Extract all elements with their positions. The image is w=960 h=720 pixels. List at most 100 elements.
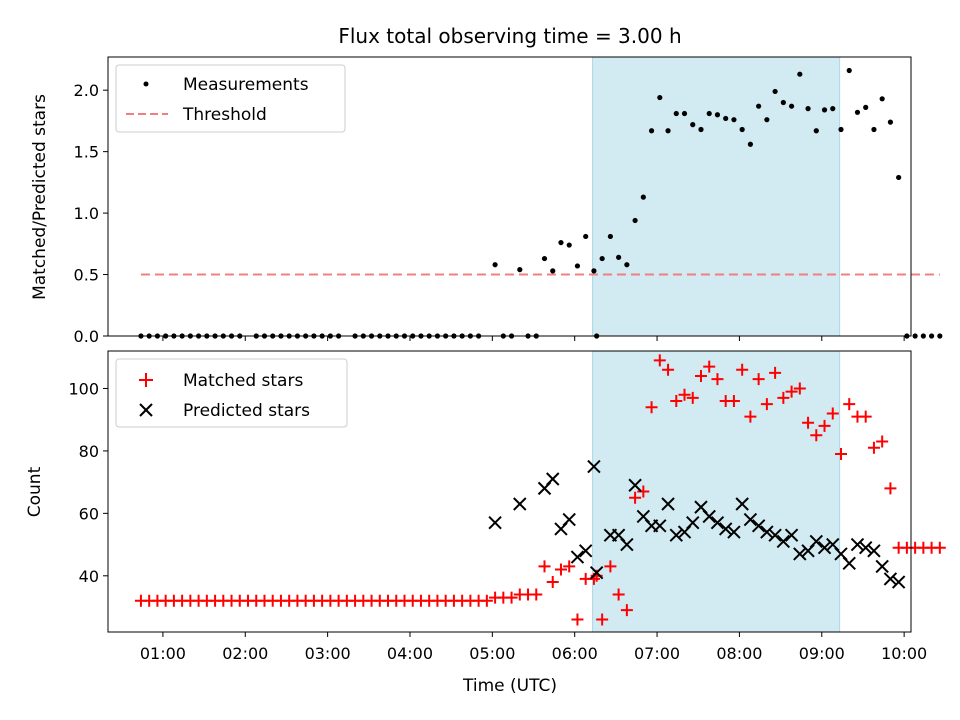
measurement-point: [583, 233, 589, 240]
matched-star-point: [620, 604, 633, 617]
matched-star-point: [670, 394, 683, 407]
measurement-point: [920, 333, 926, 339]
measurement-point: [830, 106, 836, 112]
measurement-point: [616, 254, 622, 260]
measurement-point: [599, 255, 605, 262]
bottom-y-tick-label: 60: [79, 504, 99, 523]
matched-star-point: [818, 419, 831, 432]
bottom-legend-box: [115, 358, 348, 428]
matched-star-point: [760, 398, 773, 411]
matched-star-point: [834, 448, 847, 461]
predicted-star-point: [710, 516, 725, 530]
matched-star-point: [612, 588, 625, 601]
bottom-series-predicted-stars: [488, 459, 906, 589]
x-tick-label: 03:00: [305, 644, 351, 663]
bottom-data-layer: [134, 354, 946, 626]
measurement-point: [673, 110, 679, 117]
predicted-star-point: [669, 528, 683, 542]
predicted-star-point: [661, 497, 675, 511]
predicted-star-point: [587, 459, 601, 474]
bottom-tick-layer: 40 60 80 100 01:00 02:00 03:00 04:00 05:00 06:00 0…: [68, 379, 927, 663]
measurement-point: [764, 117, 770, 123]
predicted-star-point: [718, 522, 733, 536]
measurement-point: [648, 128, 655, 134]
matched-star-point: [785, 385, 798, 398]
matched-star-point: [867, 441, 880, 454]
measurement-point: [657, 94, 663, 101]
matched-star-point: [769, 366, 782, 379]
matched-star-point: [694, 369, 707, 382]
legend-predicted-label: Predicted stars: [183, 401, 310, 421]
matched-star-point: [653, 354, 666, 367]
matched-star-point: [538, 560, 551, 573]
bottom-series-matched-stars: [134, 354, 946, 626]
measurement-point: [624, 262, 630, 268]
measurement-point: [937, 333, 943, 339]
top-series-measurements: [138, 67, 943, 339]
measurement-point: [797, 71, 803, 77]
measurement-point: [723, 115, 729, 122]
measurement-point: [714, 112, 721, 118]
top-data-layer: [138, 67, 943, 339]
matched-star-point: [802, 416, 815, 429]
measurement-point: [821, 107, 828, 113]
predicted-star-point: [751, 519, 766, 533]
legend-predicted-marker: [139, 403, 153, 417]
legend-measurements-marker: [143, 81, 149, 87]
measurement-point: [772, 88, 778, 95]
matched-star-point: [554, 563, 567, 576]
matched-star-point: [686, 391, 699, 404]
matched-star-point: [703, 360, 716, 373]
bottom-y-tick-label: 100: [68, 379, 99, 398]
predicted-star-point: [727, 525, 741, 539]
measurement-point: [550, 268, 556, 274]
matched-star-point: [736, 363, 749, 376]
top-tick-layer: 0.0 0.5 1.0 1.5 2.0: [74, 81, 905, 346]
measurement-point: [731, 117, 737, 123]
measurement-point: [558, 239, 564, 246]
predicted-star-point: [735, 497, 749, 511]
matched-star-point: [826, 407, 839, 420]
measurement-point: [492, 262, 498, 268]
measurement-point: [896, 174, 902, 181]
measurement-point: [566, 242, 572, 248]
matched-star-point: [752, 373, 765, 386]
measurement-point: [632, 217, 638, 224]
predicted-star-point: [817, 540, 832, 555]
matched-star-point: [678, 388, 691, 401]
chart-title: Flux total observing time = 3.00 h: [338, 24, 681, 48]
measurement-point: [879, 96, 885, 102]
predicted-star-point: [578, 544, 593, 558]
matched-star-point: [727, 394, 740, 407]
matched-star-point: [480, 594, 493, 607]
matched-star-point: [711, 373, 724, 386]
predicted-star-point: [589, 565, 604, 580]
measurement-point: [574, 263, 581, 269]
predicted-star-point: [546, 472, 560, 486]
predicted-star-point: [570, 550, 585, 564]
predicted-star-point: [562, 512, 576, 527]
bottom-observing-window: [592, 350, 841, 633]
predicted-star-point: [776, 534, 791, 549]
predicted-star-point: [653, 519, 667, 533]
predicted-star-point: [760, 525, 774, 539]
measurement-point: [706, 110, 712, 117]
top-y-tick-label: 2.0: [74, 81, 99, 100]
top-y-axis-label: Matched/Predicted stars: [30, 94, 50, 300]
measurement-point: [681, 110, 688, 117]
predicted-star-point: [809, 534, 823, 549]
measurement-point: [756, 103, 762, 109]
predicted-star-point: [702, 509, 716, 524]
measurement-point: [887, 119, 894, 125]
x-tick-label: 04:00: [387, 644, 433, 663]
bottom-axes-frame: [107, 350, 912, 633]
predicted-star-point: [858, 540, 873, 555]
bottom-highlight-layer: [592, 350, 841, 633]
measurement-point: [690, 121, 696, 128]
predicted-star-point: [867, 544, 881, 558]
predicted-star-point: [768, 528, 782, 542]
matched-star-point: [596, 613, 609, 626]
measurement-point: [591, 268, 597, 274]
x-tick-label: 09:00: [799, 644, 845, 663]
